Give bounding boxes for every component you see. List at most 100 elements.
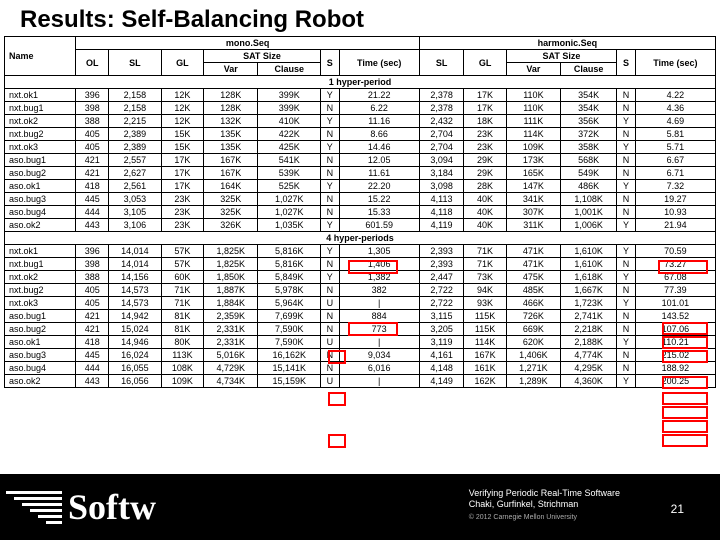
table-cell: Y <box>617 141 636 154</box>
group-header-row: Name mono.Seq harmonic.Seq <box>5 37 716 50</box>
table-cell: 405 <box>76 297 109 310</box>
table-cell: 1,825K <box>204 245 258 258</box>
table-cell: 773 <box>339 323 419 336</box>
col-gl-1: GL <box>161 50 203 76</box>
table-cell: 114K <box>506 128 560 141</box>
table-cell: 372K <box>561 128 617 141</box>
table-cell: N <box>320 167 339 180</box>
table-cell: 22.20 <box>339 180 419 193</box>
table-cell: 2,557 <box>108 154 161 167</box>
table-cell: 1,305 <box>339 245 419 258</box>
results-table-container: Name mono.Seq harmonic.Seq OL SL GL SAT … <box>0 36 720 388</box>
table-cell: N <box>617 154 636 167</box>
col-var-1: Var <box>204 63 258 76</box>
table-cell: 14,573 <box>108 284 161 297</box>
table-cell: 12K <box>161 89 203 102</box>
table-cell: 7,590K <box>258 336 321 349</box>
table-cell: 4,729K <box>204 362 258 375</box>
table-cell: N <box>320 362 339 375</box>
table-cell: N <box>320 206 339 219</box>
table-cell: 107.06 <box>635 323 715 336</box>
table-cell: aso.ok1 <box>5 180 76 193</box>
table-cell: N <box>320 310 339 323</box>
table-cell: 128K <box>204 102 258 115</box>
table-cell: 16,055 <box>108 362 161 375</box>
credit-line-2: Chaki, Gurfinkel, Strichman <box>469 499 620 511</box>
table-cell: 2,722 <box>419 284 464 297</box>
table-cell: 9,034 <box>339 349 419 362</box>
table-cell: N <box>617 167 636 180</box>
table-row: nxt.bug13982,15812K128K399KN6.222,37817K… <box>5 102 716 115</box>
table-cell: 5.71 <box>635 141 715 154</box>
highlight-box <box>328 434 346 448</box>
table-cell: 162K <box>464 375 506 388</box>
table-cell: 549K <box>561 167 617 180</box>
table-cell: 396 <box>76 245 109 258</box>
table-cell: 161K <box>464 362 506 375</box>
table-cell: 1,887K <box>204 284 258 297</box>
table-cell: 6,016 <box>339 362 419 375</box>
table-row: aso.ok244316,056109K4,734K15,159KU|4,149… <box>5 375 716 388</box>
table-cell: aso.ok2 <box>5 219 76 232</box>
table-cell: aso.bug2 <box>5 167 76 180</box>
table-cell: 60K <box>161 271 203 284</box>
table-cell: 5.81 <box>635 128 715 141</box>
table-cell: 2,331K <box>204 336 258 349</box>
table-cell: 200.25 <box>635 375 715 388</box>
table-cell: 398 <box>76 102 109 115</box>
table-cell: nxt.ok3 <box>5 141 76 154</box>
table-cell: 525K <box>258 180 321 193</box>
table-cell: 7,699K <box>258 310 321 323</box>
table-cell: 3,119 <box>419 336 464 349</box>
table-cell: 1,035K <box>258 219 321 232</box>
table-cell: Y <box>617 219 636 232</box>
table-cell: 354K <box>561 89 617 102</box>
table-cell: 14,156 <box>108 271 161 284</box>
table-row: nxt.ok238814,15660K1,850K5,849KY1,3822,4… <box>5 271 716 284</box>
table-cell: Y <box>320 219 339 232</box>
table-cell: 7,590K <box>258 323 321 336</box>
col-clause-1: Clause <box>258 63 321 76</box>
table-cell: 354K <box>561 102 617 115</box>
table-cell: 1,610K <box>561 245 617 258</box>
table-row: nxt.bug240514,57371K1,887K5,978KN3822,72… <box>5 284 716 297</box>
col-name: Name <box>5 37 76 76</box>
table-cell: 12K <box>161 115 203 128</box>
table-cell: 57K <box>161 245 203 258</box>
table-cell: N <box>320 128 339 141</box>
table-cell: 18K <box>464 115 506 128</box>
table-cell: 5,978K <box>258 284 321 297</box>
table-row: aso.bug142114,94281K2,359K7,699KN8843,11… <box>5 310 716 323</box>
table-cell: 466K <box>506 297 560 310</box>
footer-bar: Softw Verifying Periodic Real-Time Softw… <box>0 474 720 540</box>
table-cell: 110K <box>506 102 560 115</box>
table-cell: N <box>320 102 339 115</box>
table-cell: U <box>320 375 339 388</box>
table-cell: N <box>320 258 339 271</box>
table-cell: 1,850K <box>204 271 258 284</box>
table-cell: 70.59 <box>635 245 715 258</box>
table-cell: 15,141K <box>258 362 321 375</box>
table-cell: 28K <box>464 180 506 193</box>
table-row: nxt.ok139614,01457K1,825K5,816KY1,3052,3… <box>5 245 716 258</box>
page-number: 21 <box>671 502 684 516</box>
table-cell: aso.bug1 <box>5 154 76 167</box>
table-cell: 77.39 <box>635 284 715 297</box>
table-cell: 164K <box>204 180 258 193</box>
table-cell: 11.16 <box>339 115 419 128</box>
table-cell: 6.71 <box>635 167 715 180</box>
table-cell: 17K <box>161 180 203 193</box>
table-cell: 471K <box>506 245 560 258</box>
table-cell: 14,946 <box>108 336 161 349</box>
table-cell: 3,053 <box>108 193 161 206</box>
table-cell: 5,016K <box>204 349 258 362</box>
table-cell: 14.46 <box>339 141 419 154</box>
table-cell: 4,360K <box>561 375 617 388</box>
table-cell: 1,006K <box>561 219 617 232</box>
table-cell: nxt.bug1 <box>5 102 76 115</box>
table-cell: aso.bug1 <box>5 310 76 323</box>
col-satsize-1: SAT Size <box>204 50 321 63</box>
table-cell: 388 <box>76 115 109 128</box>
table-cell: 3,115 <box>419 310 464 323</box>
table-cell: 23K <box>161 193 203 206</box>
